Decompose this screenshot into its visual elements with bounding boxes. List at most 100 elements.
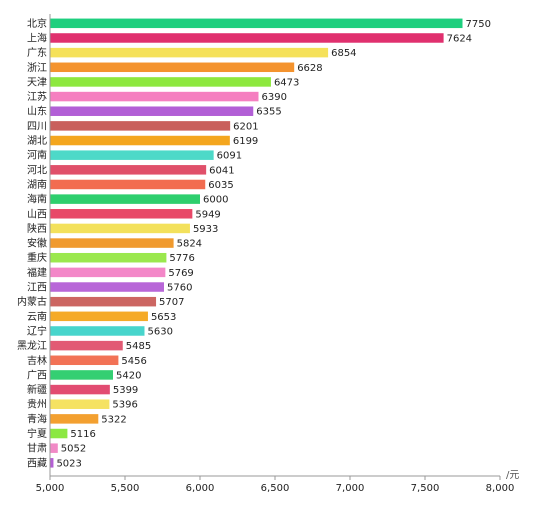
- bar-20: [50, 311, 148, 322]
- bar-18: [50, 282, 164, 292]
- bar-14: [50, 223, 190, 234]
- category-label-22: 黑龙江: [17, 339, 47, 352]
- category-label-9: 河南: [27, 149, 47, 162]
- value-label-14: 5933: [193, 224, 218, 235]
- value-labels-group: 7750 7624 6854 6628 6473 6390 6355 6201 6199 6091…: [56, 19, 491, 470]
- bar-7: [50, 121, 231, 131]
- value-label-24: 5420: [116, 370, 141, 381]
- category-label-7: 四川: [27, 121, 47, 132]
- value-label-1: 7624: [447, 33, 472, 44]
- value-label-11: 6035: [208, 180, 233, 191]
- value-label-23: 5456: [121, 356, 146, 367]
- value-label-16: 5776: [169, 253, 194, 264]
- category-labels-group: 北京上海广东浙江天津江苏山东四川湖北河南河北湖南海南山西陕西安徽重庆福建江西内蒙…: [17, 17, 47, 470]
- x-tick-label-4: 7,000: [336, 483, 365, 494]
- category-label-10: 河北: [27, 164, 47, 176]
- category-label-11: 湖南: [27, 178, 47, 191]
- value-label-8: 6199: [233, 136, 258, 147]
- bar-26: [50, 399, 110, 409]
- x-tick-label-3: 6,500: [261, 483, 290, 494]
- category-label-15: 安徽: [27, 237, 47, 250]
- category-label-6: 山东: [27, 105, 47, 118]
- x-tick-label-1: 5,500: [111, 483, 140, 494]
- category-label-19: 内蒙古: [17, 295, 47, 308]
- value-label-28: 5116: [70, 429, 95, 440]
- bar-23: [50, 355, 119, 366]
- value-label-15: 5824: [177, 239, 202, 250]
- category-label-21: 辽宁: [27, 324, 47, 337]
- category-label-0: 北京: [27, 17, 47, 30]
- bar-17: [50, 267, 166, 278]
- bar-9: [50, 150, 214, 160]
- category-label-27: 青海: [27, 412, 47, 425]
- value-label-5: 6390: [262, 92, 287, 103]
- bar-25: [50, 384, 110, 395]
- category-label-13: 山西: [27, 208, 47, 220]
- bar-4: [50, 77, 271, 87]
- category-label-18: 江西: [27, 282, 47, 294]
- bar-10: [50, 165, 207, 175]
- value-label-13: 5949: [195, 209, 220, 220]
- category-label-24: 广西: [27, 369, 47, 381]
- value-label-9: 6091: [217, 151, 242, 162]
- value-label-2: 6854: [331, 48, 356, 59]
- value-label-0: 7750: [466, 19, 491, 30]
- bar-27: [50, 414, 99, 424]
- category-label-12: 海南: [27, 193, 47, 206]
- category-label-30: 西藏: [27, 457, 47, 469]
- bar-22: [50, 340, 123, 351]
- bars-group: [50, 18, 463, 468]
- value-label-29: 5052: [61, 444, 86, 455]
- x-tick-label-5: 7,500: [411, 483, 440, 494]
- category-label-25: 新疆: [27, 383, 47, 396]
- bar-30: [50, 458, 54, 468]
- value-label-25: 5399: [113, 385, 138, 396]
- bar-3: [50, 62, 295, 73]
- value-label-7: 6201: [233, 121, 258, 132]
- category-label-5: 江苏: [27, 90, 47, 103]
- x-ticks-group: 5,000 5,500 6,000 6,500 7,000 7,500 8,000: [36, 476, 515, 494]
- category-label-4: 天津: [27, 76, 47, 88]
- bar-24: [50, 370, 113, 380]
- bar-2: [50, 47, 329, 58]
- bar-5: [50, 91, 259, 102]
- value-label-19: 5707: [159, 297, 184, 308]
- bar-19: [50, 296, 157, 307]
- x-axis-unit: /元: [506, 470, 519, 481]
- value-label-4: 6473: [274, 77, 299, 88]
- bar-8: [50, 135, 230, 146]
- value-label-22: 5485: [126, 341, 151, 352]
- bar-13: [50, 209, 193, 219]
- category-label-20: 云南: [27, 310, 47, 323]
- category-label-16: 重庆: [27, 251, 47, 264]
- category-label-26: 贵州: [27, 398, 47, 411]
- x-tick-label-0: 5,000: [36, 483, 65, 494]
- bar-1: [50, 33, 444, 43]
- value-label-30: 5023: [56, 458, 81, 469]
- bar-29: [50, 443, 58, 453]
- category-label-14: 陕西: [27, 222, 47, 235]
- category-label-8: 湖北: [27, 135, 47, 147]
- value-label-6: 6355: [256, 107, 281, 118]
- category-label-23: 吉林: [27, 354, 47, 367]
- category-label-3: 浙江: [27, 62, 47, 74]
- value-label-3: 6628: [297, 63, 322, 74]
- category-label-29: 甘肃: [27, 442, 47, 455]
- value-label-10: 6041: [209, 165, 234, 176]
- category-label-28: 宁夏: [27, 427, 47, 440]
- bar-12: [50, 194, 200, 204]
- bar-6: [50, 106, 254, 116]
- value-label-17: 5769: [168, 268, 193, 279]
- x-tick-label-2: 6,000: [186, 483, 215, 494]
- bar-11: [50, 179, 206, 190]
- category-label-1: 上海: [27, 31, 47, 44]
- value-label-27: 5322: [101, 414, 126, 425]
- bar-21: [50, 326, 145, 336]
- bar-15: [50, 238, 174, 248]
- bar-16: [50, 252, 167, 263]
- value-label-26: 5396: [112, 400, 137, 411]
- bar-28: [50, 428, 68, 439]
- value-label-21: 5630: [148, 326, 173, 337]
- x-tick-label-6: 8,000: [486, 483, 515, 494]
